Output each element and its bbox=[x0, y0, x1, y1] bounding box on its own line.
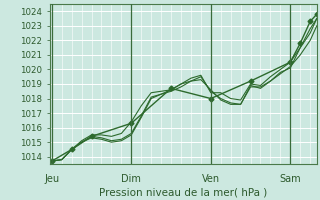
X-axis label: Pression niveau de la mer( hPa ): Pression niveau de la mer( hPa ) bbox=[99, 188, 267, 198]
